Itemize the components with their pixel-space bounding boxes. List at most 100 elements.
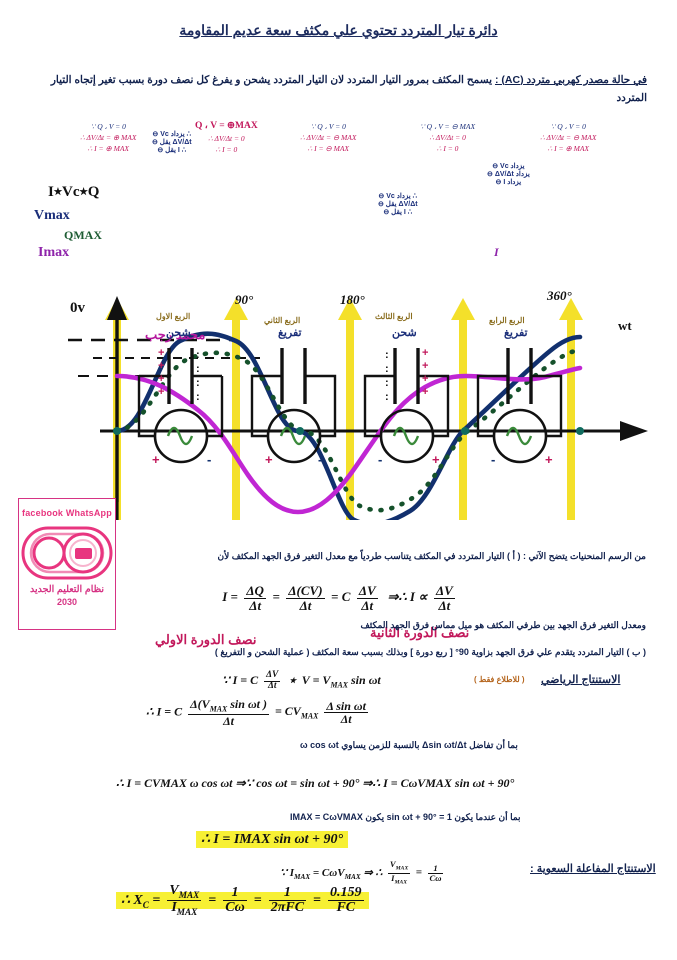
circuit-group [137, 348, 563, 464]
annotation-block-3: ∵ Q ، V = 0 ∴ ΔV/Δt = ⊖ MAX ∴ I = ⊖ MAX [300, 122, 356, 155]
logo-title: نظام التعليم الجديد [29, 584, 105, 595]
equation-current: I = ΔQ Δt = Δ(CV) Δt = C ΔV Δt ⇒∴ I ∝ ΔV Δt [222, 583, 455, 613]
quadrant-label-2: الربع الثاني [264, 316, 301, 325]
svg-text:+: + [265, 452, 273, 467]
waveform-graph: + + + + :: :: + + + + :: :: + - [0, 120, 677, 647]
reactance-result-wrap: ∴ XC = VMAX IMAX = 1 Cω = 1 2πFC = 0.159 FC [116, 883, 369, 918]
capacitor-state-2: تفريغ [278, 327, 302, 339]
svg-text::: : [196, 377, 200, 389]
current-curve [114, 365, 583, 515]
annotation-5-line-3: ∴ I = ⊕ MAX [547, 143, 589, 153]
reactance-heading: الاستنتاج المفاعلة السعوية : [530, 863, 656, 875]
derivation-note-1: بما أن تفاضل Δsin ωt/Δt بالنسبة للزمن يس… [300, 740, 518, 750]
y-label-qmax: QMAX [64, 228, 102, 242]
annotation-3-line-1: ∵ Q ، V = 0 [310, 122, 346, 131]
svg-text:+: + [158, 386, 164, 398]
annotation-arabic-3: ∴ يزداد Vc ⊖ ΔV/Δt يقل ⊖ ∴ I يقل ⊖ [378, 192, 418, 216]
half-cycle-first: نصف الدورة الاولي [155, 632, 257, 647]
svg-text:+: + [432, 452, 440, 467]
body-paragraph-2: ومعدل التغير فرق الجهد بين طرفي المكثف ه… [360, 620, 646, 630]
svg-text:+: + [422, 373, 428, 385]
intro-paragraph: في حالة مصدر كهربي متردد (AC) : يسمح الم… [32, 72, 647, 108]
annotation-arabic-1-line-1: ∴ يزداد Vc ⊖ [152, 131, 192, 138]
y-label-imax: Imax [38, 245, 70, 260]
annotation-arabic-3-line-1: ∴ يزداد Vc ⊖ [378, 193, 418, 200]
reactance-result: ∴ XC = VMAX IMAX = 1 Cω = 1 2πFC = 0.159 FC [116, 883, 369, 917]
intro-body: يسمح المكثف بمرور التيار المتردد لان الت… [50, 74, 647, 104]
svg-text:-: - [207, 452, 211, 467]
x-label-90: 90° [235, 292, 254, 307]
author-signature: محمد رجب [145, 327, 206, 342]
annotation-arabic-4-line-3: يزداد I ⊖ [495, 179, 522, 186]
annotation-1-line-3: ∴ I = ⊕ MAX [87, 143, 129, 153]
annotation-arabic-1-line-3: ∴ I يقل ⊖ [157, 147, 187, 154]
annotation-4-line-1: ∵ Q ، V = ⊖ MAX [420, 122, 476, 131]
derivation-line-4: ∴ I = CVMAX ω cos ωt ⇒∵ cos ωt = sin ωt … [116, 776, 515, 790]
x-label-180: 180° [340, 292, 365, 307]
svg-text:+: + [545, 452, 553, 467]
y-axis-title: I٭Vc٭Q [48, 184, 100, 200]
svg-text::: : [196, 349, 200, 361]
quadrant-label-1: الربع الاول [156, 312, 191, 321]
annotation-5-line-1: ∵ Q ، V = 0 [550, 122, 586, 131]
annotation-block-4: ∵ Q ، V = ⊖ MAX ∴ ΔV/Δt = 0 ∴ I = 0 [420, 122, 475, 155]
svg-text:-: - [491, 452, 495, 467]
annotation-1-line-2: ∴ ΔV/Δt = ⊕ MAX [80, 132, 137, 142]
svg-text:+: + [422, 386, 428, 398]
annotation-arabic-4: يزداد Vc ⊖ يزداد ΔV/Δt ⊖ يزداد I ⊖ [487, 162, 530, 186]
annotation-3-line-2: ∴ ΔV/Δt = ⊖ MAX [300, 132, 357, 142]
circuit-4 [476, 348, 563, 464]
svg-text:+: + [152, 452, 160, 467]
zero-crossing-markers [113, 427, 584, 435]
x-label-360: 360° [547, 288, 572, 303]
annotation-1-line-1: ∵ Q ، V = 0 [90, 122, 126, 131]
annotation-2-line-3: ∴ I = 0 [215, 144, 238, 154]
svg-text:+: + [422, 360, 428, 372]
half-cycle-second: نصف الدورة الثانية [370, 625, 470, 640]
derivation-heading-text: الاستنتاج الرياضي [541, 674, 621, 686]
annotation-4-line-3: ∴ I = 0 [436, 143, 459, 153]
annotation-arabic-3-line-3: ∴ I يقل ⊖ [383, 209, 413, 216]
derivation-result: ∴ I = IMAX sin ωt + 90° [196, 831, 349, 848]
derivation-heading-note: ( للاطلاع فقط ) [474, 675, 525, 684]
brand-logo-box: facebook WhatsApp نظام التعليم الجديد 20… [18, 498, 116, 630]
derivation-heading: الاستنتاج الرياضي [541, 673, 620, 686]
page-title: دائرة تيار المتردد تحتوي علي مكثف سعة عد… [179, 22, 498, 38]
charge-curve [114, 347, 585, 513]
annotation-arabic-1: ∴ يزداد Vc ⊖ ΔV/Δt يقل ⊖ ∴ I يقل ⊖ [152, 130, 192, 154]
logo-rings [19, 522, 115, 584]
derivation-line-1: ∵ I = C ΔV Δt ٭ V = VMAX sin ωt [222, 670, 381, 691]
current-curve-label: I [494, 245, 499, 259]
x-axis-title: wt [618, 318, 632, 333]
svg-text:+: + [422, 347, 428, 359]
terminal-polarity: + - + - - + - + [152, 452, 553, 467]
reactance-line-1: ∵ IMAX = CωVMAX ⇒ ∴ VMAX IMAX = 1 Cω [280, 859, 444, 886]
annotation-block-2: Q ، V = ⊕MAX ∴ ΔV/Δt = 0 ∴ I = 0 [195, 120, 258, 156]
circuit-1 [137, 348, 224, 464]
svg-text:+: + [158, 360, 164, 372]
annotation-4-line-2: ∴ ΔV/Δt = 0 [429, 132, 466, 142]
intro-lead: في حالة مصدر كهربي متردد (AC) : [494, 74, 647, 86]
annotation-arabic-3-line-2: ΔV/Δt يقل ⊖ [378, 201, 418, 208]
svg-text:-: - [378, 452, 382, 467]
annotation-2-line-2: ∴ ΔV/Δt = 0 [208, 133, 245, 143]
capacitor-state-4: تفريغ [504, 327, 528, 339]
body-paragraph-1: من الرسم المنحنيات يتضح الآتي : ( أ ) ال… [217, 551, 647, 561]
annotation-block-5: ∵ Q ، V = 0 ∴ ΔV/Δt = ⊖ MAX ∴ I = ⊕ MAX [540, 122, 596, 155]
svg-text::: : [385, 391, 389, 403]
derivation-result-wrap: ∴ I = IMAX sin ωt + 90° [196, 830, 349, 848]
feed-line [115, 502, 119, 520]
voltage-curve [114, 331, 583, 520]
annotation-5-line-2: ∴ ΔV/Δt = ⊖ MAX [540, 132, 597, 142]
svg-text::: : [196, 391, 200, 403]
plate-charges: ++ ++ :: :: ++ ++ :: :: [158, 347, 428, 403]
svg-text::: : [385, 363, 389, 375]
y-label-zero: 0v [70, 300, 85, 316]
graph-svg: ++ ++ :: :: ++ ++ :: :: + - [68, 296, 648, 520]
quadrant-label-4: الربع الرابع [489, 316, 525, 325]
svg-text::: : [385, 377, 389, 389]
derivation-note-2: بما أن عندما يكون sin ωt + 90° = 1 يكون … [290, 812, 521, 822]
capacitor-state-3: شحن [392, 327, 417, 339]
annotation-arabic-4-line-1: يزداد Vc ⊖ [492, 163, 525, 170]
